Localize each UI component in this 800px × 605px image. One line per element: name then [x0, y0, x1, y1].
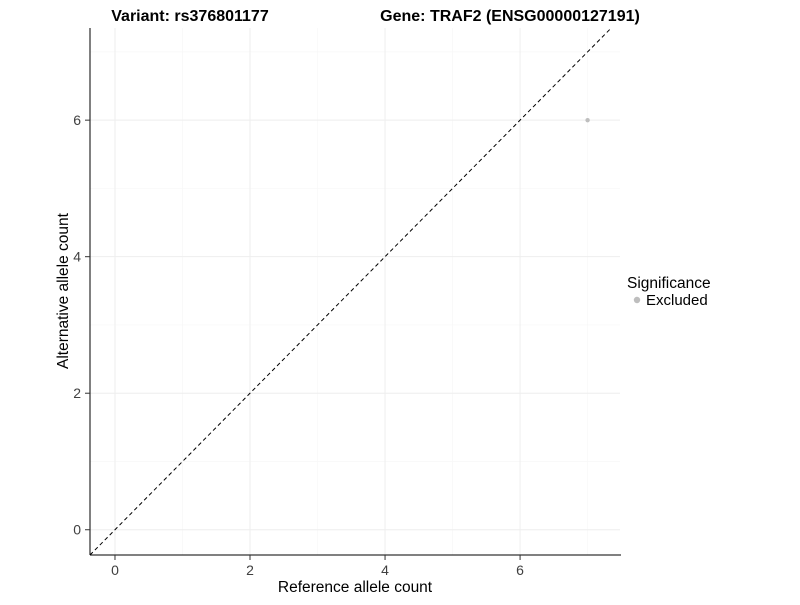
y-tick-label: 6 [73, 112, 81, 128]
x-tick-label: 6 [516, 562, 524, 578]
x-tick-label: 4 [381, 562, 389, 578]
chart-title-variant: Variant: rs376801177 [111, 8, 269, 25]
legend-label-excluded: Excluded [646, 292, 708, 309]
y-tick-label: 2 [73, 385, 81, 401]
data-point [585, 117, 590, 123]
legend-key-excluded-icon [633, 296, 641, 304]
x-axis-title: Reference allele count [278, 579, 433, 596]
y-axis-title: Alternative allele count [55, 212, 72, 369]
x-tick-label: 2 [246, 562, 254, 578]
legend-title: Significance [627, 275, 711, 292]
y-tick-label: 0 [73, 522, 81, 538]
panel-background [90, 28, 620, 555]
identity-line [89, 27, 612, 556]
x-tick-label: 0 [111, 562, 119, 578]
plot-area: 0 2 4 6 0 2 4 6 [73, 27, 621, 578]
legend: Significance Excluded [627, 275, 711, 309]
chart-title-gene: Gene: TRAF2 (ENSG00000127191) [380, 8, 640, 25]
y-tick-label: 4 [73, 249, 81, 265]
